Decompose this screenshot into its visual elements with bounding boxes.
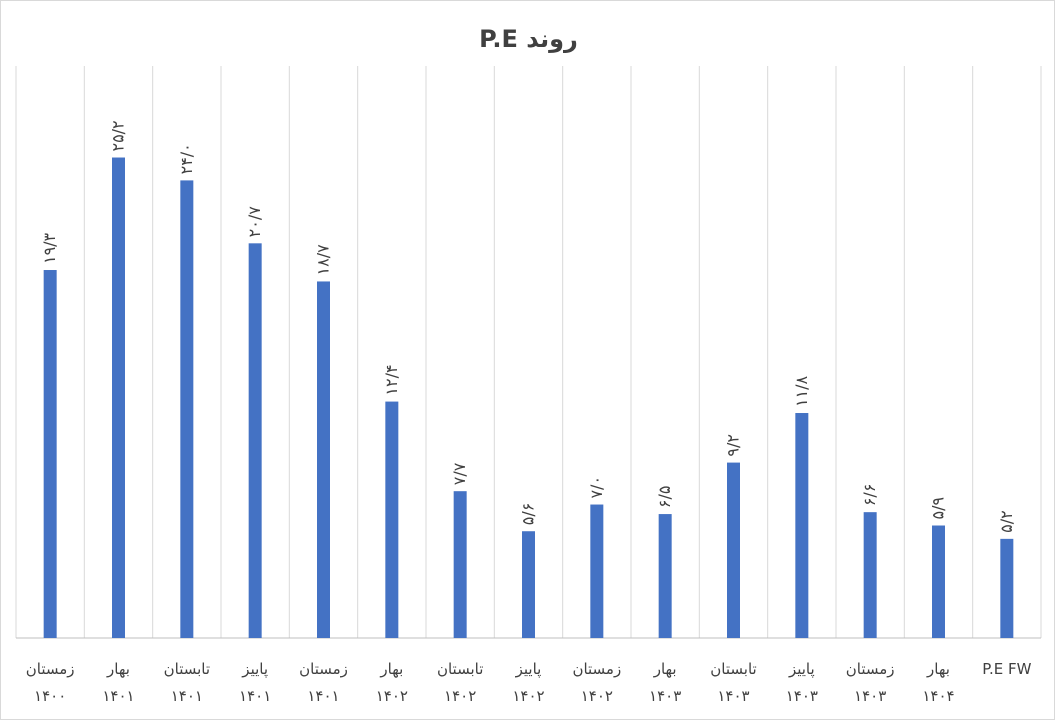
tick-label-year: ۱۴۰۲ bbox=[581, 687, 613, 705]
data-label: ۷/۷ bbox=[450, 462, 469, 485]
tick-label-year: ۱۴۰۳ bbox=[717, 687, 749, 705]
data-label: ۱۲/۴ bbox=[382, 364, 401, 395]
data-label: ۹/۲ bbox=[724, 434, 743, 457]
tick-label-year: ۱۴۰۲ bbox=[376, 687, 408, 705]
bar bbox=[658, 514, 672, 638]
tick-label-season: زمستان bbox=[26, 660, 75, 678]
data-label: ۱۸/۷ bbox=[314, 244, 333, 276]
x-axis-labels: زمستان ۱۴۰۰ بهار ۱۴۰۱ تابستان ۱۴۰۱ پاییز ۱۴۰۱ زم… bbox=[26, 660, 1032, 705]
tick-label-year: ۱۴۰۲ bbox=[444, 687, 476, 705]
tick-label-season: بهار bbox=[653, 660, 677, 678]
tick-label-year: ۱۴۰۱ bbox=[307, 687, 339, 705]
data-label: ۵/۹ bbox=[929, 497, 948, 520]
bar bbox=[795, 413, 809, 638]
tick-label-season: پاییز bbox=[241, 660, 268, 679]
tick-label-season: بهار bbox=[926, 660, 950, 678]
tick-label-season: پاییز bbox=[788, 660, 815, 679]
tick-label-season: زمستان bbox=[572, 660, 621, 678]
tick-label-year: ۱۴۰۴ bbox=[922, 687, 954, 705]
bar bbox=[317, 281, 330, 638]
data-label: ۵/۶ bbox=[519, 503, 538, 526]
bar bbox=[932, 525, 945, 638]
tick-label-year: ۱۴۰۳ bbox=[786, 687, 818, 705]
bar bbox=[385, 401, 399, 638]
data-labels: ۱۹/۳ ۲۵/۲ ۲۴/۰ ۲۰/۷ ۱۸/۷ ۱۲/۴ ۷/۷ ۵/۶ ۷/۰ ۶/۵ ۹/۲ ۱… bbox=[40, 120, 1016, 533]
data-label: ۱۱/۸ bbox=[792, 375, 811, 407]
tick-label-year: ۱۴۰۱ bbox=[102, 687, 134, 705]
tick-label-year: ۱۴۰۲ bbox=[512, 687, 544, 705]
tick-label-season: زمستان bbox=[299, 660, 348, 678]
data-label: ۵/۲ bbox=[997, 510, 1016, 533]
tick-label-year: ۱۴۰۱ bbox=[239, 687, 271, 705]
tick-label-season: زمستان bbox=[846, 660, 895, 678]
bar bbox=[43, 270, 57, 638]
tick-label-season: بهار bbox=[106, 660, 130, 678]
bar bbox=[112, 157, 125, 638]
tick-label-season: تابستان bbox=[437, 660, 483, 678]
bar bbox=[590, 504, 604, 638]
bar bbox=[863, 512, 877, 638]
tick-label-year: ۱۴۰۰ bbox=[34, 687, 66, 705]
bar bbox=[522, 531, 535, 638]
tick-label-season: پاییز bbox=[515, 660, 542, 679]
tick-label-season: P.E FW bbox=[982, 660, 1031, 678]
bar bbox=[1000, 538, 1014, 638]
bar bbox=[727, 462, 740, 638]
bars bbox=[43, 157, 1014, 638]
tick-label-year: ۱۴۰۳ bbox=[854, 687, 886, 705]
tick-label-season: بهار bbox=[379, 660, 403, 678]
bar bbox=[453, 491, 467, 638]
bar bbox=[248, 243, 262, 638]
bar bbox=[180, 180, 194, 638]
tick-label-year: ۱۴۰۱ bbox=[171, 687, 203, 705]
data-label: ۱۹/۳ bbox=[40, 232, 59, 264]
data-label: ۶/۵ bbox=[655, 485, 674, 508]
data-label: ۲۵/۲ bbox=[109, 120, 128, 151]
data-label: ۶/۶ bbox=[860, 484, 879, 507]
tick-label-season: تابستان bbox=[164, 660, 210, 678]
data-label: ۷/۰ bbox=[587, 476, 606, 499]
data-label: ۲۰/۷ bbox=[245, 206, 264, 238]
tick-label-year: ۱۴۰۳ bbox=[649, 687, 681, 705]
data-label: ۲۴/۰ bbox=[177, 143, 196, 174]
chart-title: روند P.E bbox=[479, 25, 578, 53]
tick-label-season: تابستان bbox=[710, 660, 756, 678]
